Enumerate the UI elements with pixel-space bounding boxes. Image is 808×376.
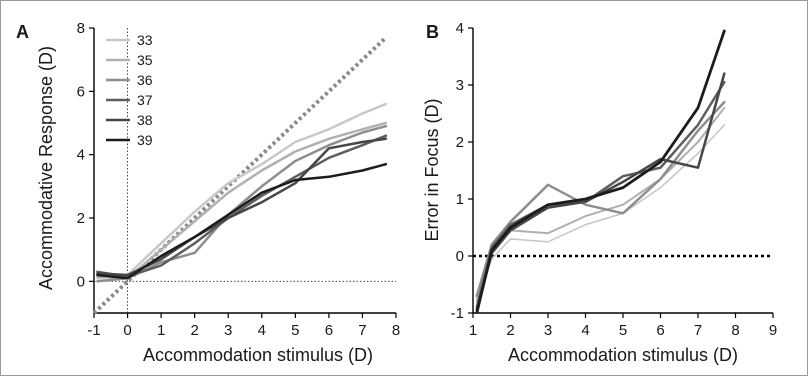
panel-b-x-tick-label: 5 [619, 322, 627, 339]
legend-label-35: 35 [137, 52, 153, 68]
panel-b-x-tick-label: 7 [694, 322, 702, 339]
panel-a-x-tick-label: 3 [224, 322, 232, 339]
panel-b-y-tick-label: 2 [456, 134, 464, 151]
panel-a-y-tick-label: 4 [77, 147, 85, 164]
panel-a-x-tick-label: 2 [190, 322, 198, 339]
panel-b-x-tick-label: 6 [656, 322, 664, 339]
panel-b: B 1 2 3 4 5 6 7 8 9 -1 0 1 2 3 4 Accommodation stimulu… [422, 20, 777, 365]
panel-a-x-axis-label: Accommodation stimulus (D) [143, 345, 373, 365]
panel-b-x-tick-label: 4 [581, 322, 589, 339]
panel-a-series-line-36 [96, 124, 388, 283]
panel-a-letter: A [16, 22, 29, 42]
panel-a-y-axis-label: Accommodative Response (D) [36, 46, 56, 290]
panel-b-series-line-5 [475, 72, 726, 312]
panel-a-x-tick-label: -1 [87, 322, 100, 339]
panel-b-letter: B [426, 22, 439, 42]
panel-a-x-tick-label: 1 [157, 322, 165, 339]
panel-b-y-tick-label: -1 [451, 305, 464, 322]
panel-b-plot: 1 2 3 4 5 6 7 8 9 -1 0 1 2 3 4 [451, 20, 778, 339]
panel-a-x-tick-label: 4 [258, 322, 266, 339]
legend-label-37: 37 [137, 92, 153, 108]
panel-b-x-axis-label: Accommodation stimulus (D) [508, 345, 738, 365]
panel-a-series-line-35 [96, 121, 388, 280]
panel-a-x-tick-label: 6 [325, 322, 333, 339]
panel-b-x-tick-label: 3 [544, 322, 552, 339]
panel-b-y-tick-label: 4 [456, 20, 464, 37]
panel-a-x-tick-label: 5 [291, 322, 299, 339]
legend-label-36: 36 [137, 72, 153, 88]
panel-b-x-tick-label: 8 [731, 322, 739, 339]
panel-a-y-tick-label: 6 [77, 83, 85, 100]
panel-b-series-line-3 [475, 100, 726, 298]
panel-a-series-line-37 [96, 134, 388, 278]
panel-a-plot: -1 0 1 2 3 4 5 6 7 8 0 2 4 6 8 [77, 20, 401, 339]
panel-a-y-tick-label: 2 [77, 210, 85, 227]
panel-a-y-tick-label: 8 [77, 20, 85, 37]
panel-a-y-tick-label: 0 [77, 273, 85, 290]
panel-a-legend: 33 35 36 37 38 39 [106, 32, 153, 148]
legend-label-38: 38 [137, 112, 153, 128]
panel-b-series-line-6 [475, 29, 726, 313]
panel-b-x-tick-label: 9 [769, 322, 777, 339]
legend-label-39: 39 [137, 132, 153, 148]
panel-b-y-tick-label: 1 [456, 191, 464, 208]
panel-b-y-tick-label: 0 [456, 248, 464, 265]
panel-a: A -1 0 1 2 3 4 5 6 7 8 0 2 4 6 8 Accommodation stimulu… [16, 20, 400, 365]
panel-a-x-tick-label: 7 [358, 322, 366, 339]
panel-a-x-tick-label: 8 [392, 322, 400, 339]
panel-b-x-tick-label: 2 [506, 322, 514, 339]
panel-a-series-line-39 [96, 162, 388, 280]
panel-b-y-axis-label: Error in Focus (D) [422, 98, 442, 241]
panel-b-x-tick-label: 1 [469, 322, 477, 339]
legend-label-33: 33 [137, 32, 153, 48]
panel-a-x-tick-label: 0 [123, 322, 131, 339]
panel-a-series-line-33 [96, 102, 388, 280]
panel-b-y-tick-label: 3 [456, 77, 464, 94]
